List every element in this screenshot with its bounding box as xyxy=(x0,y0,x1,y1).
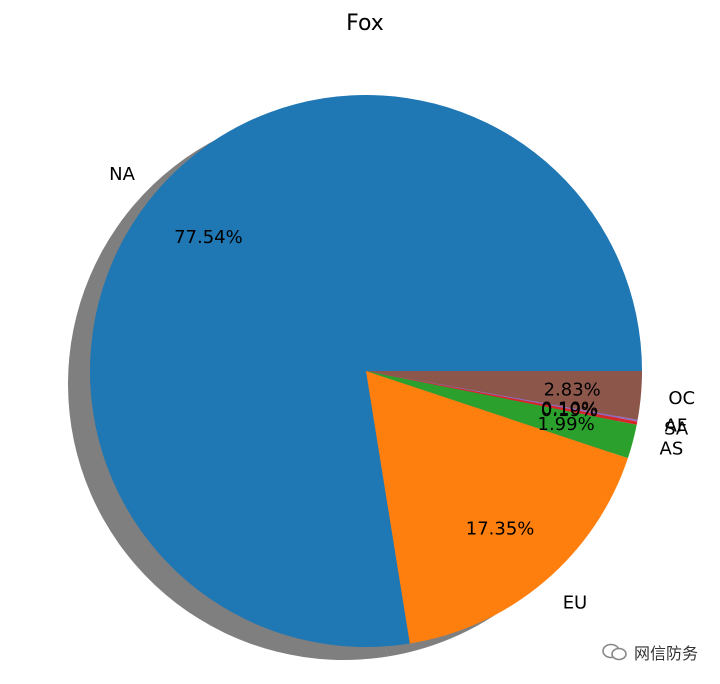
wechat-icon xyxy=(602,643,628,661)
slice-pct-eu: 17.35% xyxy=(466,519,535,540)
pie-labels: NA 77.54% EU 17.35% AS 1.99% SA 0.19% AF 0.10% OC 2… xyxy=(109,164,695,613)
chart-title: Fox xyxy=(346,11,384,36)
pie-slice-sa xyxy=(366,371,638,425)
slice-label-sa: SA xyxy=(664,418,689,439)
pie-slice-af xyxy=(366,371,638,422)
slice-pct-na: 77.54% xyxy=(174,227,243,248)
slice-label-af: AF xyxy=(665,416,688,437)
pie-slice-as xyxy=(366,371,637,459)
watermark-text: 网信防务 xyxy=(633,644,698,663)
pie-slice-eu xyxy=(366,371,628,644)
slice-label-oc: OC xyxy=(668,388,695,409)
watermark: 网信防务 xyxy=(602,640,698,664)
slice-pct-sa: 0.19% xyxy=(541,400,598,421)
slice-label-eu: EU xyxy=(563,592,588,613)
slice-label-na: NA xyxy=(109,164,135,185)
pie-slices xyxy=(90,94,643,647)
slice-pct-oc: 2.83% xyxy=(544,379,601,400)
pie-slice-na xyxy=(90,94,643,647)
slice-pct-af: 0.10% xyxy=(541,398,598,419)
slice-pct-as: 1.99% xyxy=(538,414,595,435)
pie-slice-oc xyxy=(366,371,642,420)
slice-label-as: AS xyxy=(660,439,684,460)
